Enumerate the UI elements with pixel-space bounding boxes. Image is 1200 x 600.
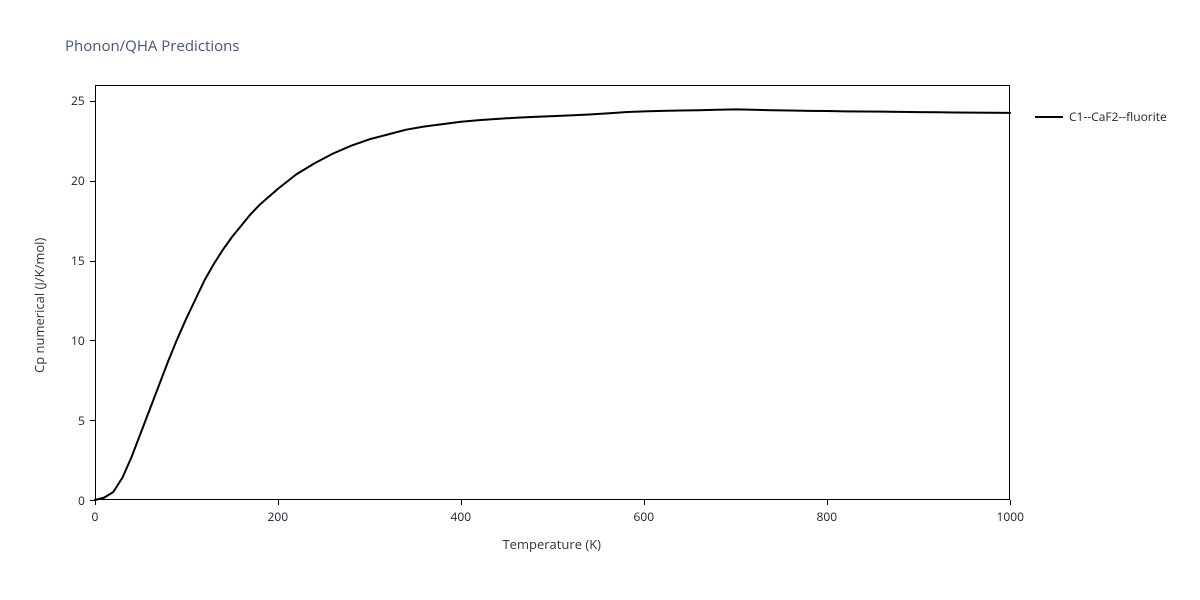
x-tick-label: 400: [451, 508, 472, 525]
y-tick-label: 25: [71, 92, 85, 109]
y-tick-mark: [90, 101, 95, 102]
legend-label: C1--CaF2--fluorite: [1069, 108, 1167, 125]
y-tick-mark: [90, 261, 95, 262]
series-path: [95, 109, 1010, 500]
legend: C1--CaF2--fluorite: [1035, 108, 1167, 125]
y-tick-label: 10: [71, 332, 85, 349]
x-tick-mark: [644, 500, 645, 505]
x-tick-mark: [95, 500, 96, 505]
y-tick-label: 5: [78, 412, 85, 429]
y-tick-mark: [90, 340, 95, 341]
y-tick-mark: [90, 500, 95, 501]
legend-swatch: [1035, 116, 1063, 118]
x-tick-label: 200: [268, 508, 289, 525]
x-tick-label: 1000: [997, 508, 1024, 525]
x-tick-label: 800: [817, 508, 838, 525]
x-tick-mark: [827, 500, 828, 505]
y-tick-mark: [90, 420, 95, 421]
y-tick-label: 0: [78, 492, 85, 509]
x-tick-mark: [278, 500, 279, 505]
x-tick-mark: [461, 500, 462, 505]
x-tick-label: 600: [634, 508, 655, 525]
y-tick-label: 15: [71, 252, 85, 269]
y-tick-mark: [90, 181, 95, 182]
x-tick-mark: [1010, 500, 1011, 505]
chart-container: Phonon/QHA Predictions Cp numerical (J/K…: [0, 0, 1200, 600]
y-tick-label: 20: [71, 172, 85, 189]
x-tick-label: 0: [92, 508, 99, 525]
